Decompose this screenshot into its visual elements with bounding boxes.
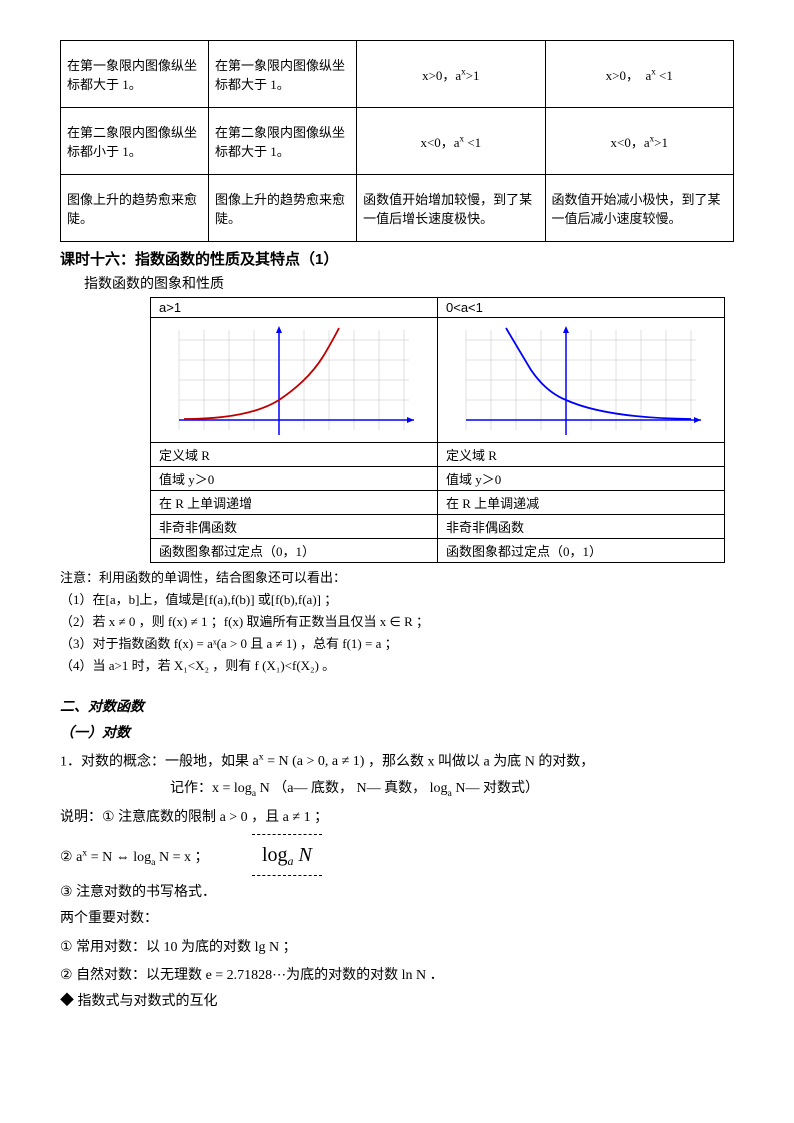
logarithm-section: 二、对数函数 （一）对数 1．对数的概念：一般地，如果 ax = N (a > … [60, 697, 734, 1014]
para: ② 自然对数：以无理数 e = 2.71828⋯为底的对数的对数 ln N ． [60, 963, 734, 987]
cell: x>0，ax>1 [357, 41, 545, 108]
header-cell: a>1 [151, 298, 438, 318]
formula-box: loga N [252, 834, 322, 876]
note-item: （2）若 x ≠ 0 ，则 f(x) ≠ 1 ；f(x) 取遍所有正数当且仅当 … [60, 611, 734, 630]
cell: 在第一象限内图像纵坐标都大于 1。 [61, 41, 209, 108]
cell: 在第二象限内图像纵坐标都大于 1。 [209, 108, 357, 175]
cell: x<0，ax <1 [357, 108, 545, 175]
para: ② ax = N ⇔ loga N = x ； loga N [60, 834, 734, 876]
cell: 在 R 上单调递增 [151, 491, 438, 515]
subheading: 指数函数的图象和性质 [84, 273, 734, 293]
para: 说明：① 注意底数的限制 a > 0 ，且 a ≠ 1 ； [60, 805, 734, 829]
cell: 值域 y＞0 [151, 467, 438, 491]
cell: 函数图象都过定点（0，1） [151, 539, 438, 563]
para: ◆ 指数式与对数式的互化 [60, 991, 734, 1013]
para: ③ 注意对数的书写格式． [60, 880, 734, 904]
cell: 定义域 R [438, 443, 725, 467]
table-row: 在第二象限内图像纵坐标都小于 1。 在第二象限内图像纵坐标都大于 1。 x<0，… [61, 108, 734, 175]
cell: 函数值开始减小极快，到了某一值后减小速度较慢。 [545, 175, 733, 242]
table-row: 在第一象限内图像纵坐标都大于 1。 在第一象限内图像纵坐标都大于 1。 x>0，… [61, 41, 734, 108]
notes-block: 注意：利用函数的单调性，结合图象还可以看出： （1）在[a，b]上，值域是[f(… [60, 567, 734, 674]
cell: 在 R 上单调递减 [438, 491, 725, 515]
cell: 在第二象限内图像纵坐标都小于 1。 [61, 108, 209, 175]
section-h2: （一）对数 [60, 723, 734, 745]
cell: 图像上升的趋势愈来愈陡。 [209, 175, 357, 242]
property-table: a>1 0<a<1 [150, 297, 725, 563]
graph-decreasing [438, 318, 725, 443]
para: ① 常用对数：以 10 为底的对数 lg N ； [60, 935, 734, 959]
cell: 在第一象限内图像纵坐标都大于 1。 [209, 41, 357, 108]
para: 记作：x = loga N （a— 底数， N— 真数， loga N— 对数式… [60, 778, 734, 801]
header-cell: 0<a<1 [438, 298, 725, 318]
section-heading: 课时十六：指数函数的性质及其特点（1） [60, 248, 734, 269]
para: 1．对数的概念：一般地，如果 ax = N (a > 0, a ≠ 1) ，那么… [60, 750, 734, 774]
cell: x<0，ax>1 [545, 108, 733, 175]
cell: 函数图象都过定点（0，1） [438, 539, 725, 563]
note-item: （3）对于指数函数 f(x) = aˣ(a > 0 且 a ≠ 1) ，总有 f… [60, 633, 734, 652]
cell: 函数值开始增加较慢，到了某一值后增长速度极快。 [357, 175, 545, 242]
top-comparison-table: 在第一象限内图像纵坐标都大于 1。 在第一象限内图像纵坐标都大于 1。 x>0，… [60, 40, 734, 242]
section-h1: 二、对数函数 [60, 697, 734, 719]
graph-increasing [151, 318, 438, 443]
table-row: 图像上升的趋势愈来愈陡。 图像上升的趋势愈来愈陡。 函数值开始增加较慢，到了某一… [61, 175, 734, 242]
note-item: （1）在[a，b]上，值域是[f(a),f(b)] 或[f(b),f(a)] ； [60, 589, 734, 608]
cell: 定义域 R [151, 443, 438, 467]
cell: x>0， ax <1 [545, 41, 733, 108]
cell: 非奇非偶函数 [438, 515, 725, 539]
cell: 值域 y＞0 [438, 467, 725, 491]
para: 两个重要对数： [60, 908, 734, 930]
cell: 图像上升的趋势愈来愈陡。 [61, 175, 209, 242]
note-item: （4）当 a>1 时，若 X₁<X₂ ，则有 f (X₁)<f(X₂) 。 [60, 655, 734, 674]
notes-title: 注意：利用函数的单调性，结合图象还可以看出： [60, 567, 734, 586]
cell: 非奇非偶函数 [151, 515, 438, 539]
